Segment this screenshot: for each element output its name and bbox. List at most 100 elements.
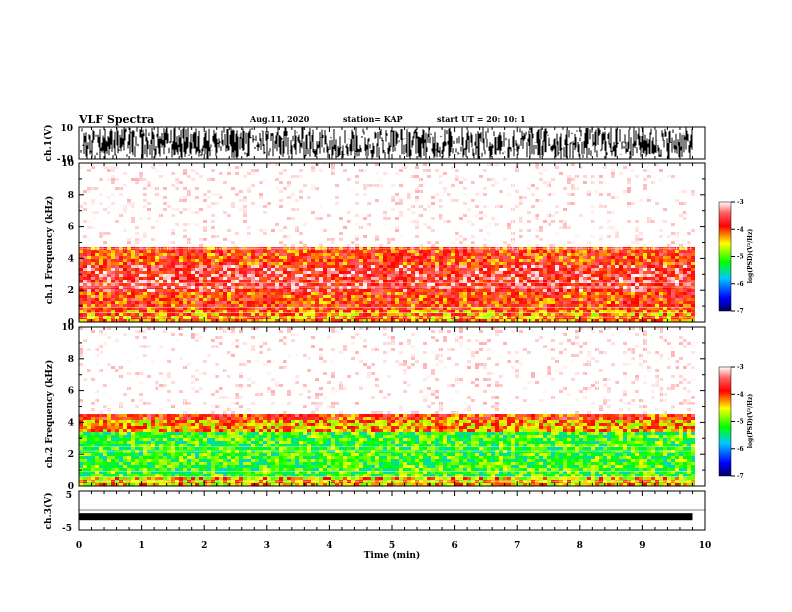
spectrogram-cell — [647, 202, 651, 205]
spectrogram-cell — [475, 175, 479, 178]
spectrogram-cell — [487, 172, 491, 175]
spectrogram-cell — [539, 247, 543, 250]
spectrogram-cell — [487, 166, 491, 169]
spectrogram-cell — [379, 229, 383, 232]
spectrogram-cell — [463, 193, 467, 196]
spectrogram-cell — [347, 241, 351, 244]
spectrogram-cell — [211, 226, 215, 229]
spectrogram-cell — [443, 253, 447, 256]
spectrogram-cell — [99, 223, 103, 226]
spectrogram-cell — [183, 208, 187, 211]
spectrogram-cell — [191, 259, 195, 262]
spectrogram-cell — [531, 238, 535, 241]
spectrogram-cell — [327, 202, 331, 205]
spectrogram-cell — [643, 232, 647, 235]
spectrogram-cell — [259, 184, 263, 187]
spectrogram-cell — [479, 247, 483, 250]
spectrogram-cell — [391, 211, 395, 214]
spectrogram-cell — [431, 250, 435, 253]
spectrogram-cell — [111, 208, 115, 211]
spectrogram-cell — [127, 235, 131, 238]
spectrogram-cell — [491, 175, 495, 178]
spectrogram-cell — [235, 199, 239, 202]
spectrogram-cell — [579, 211, 583, 214]
spectrogram-cell — [243, 208, 247, 211]
spectrogram-cell — [583, 253, 587, 256]
spectrogram-cell — [347, 175, 351, 178]
spectrogram-cell — [131, 208, 135, 211]
spectrogram-cell — [415, 238, 419, 241]
spectrogram-cell — [295, 247, 299, 250]
spectrogram-cell — [127, 178, 131, 181]
spectrogram-cell — [119, 181, 123, 184]
spectrogram-cell — [623, 235, 627, 238]
spectrogram-cell — [523, 211, 527, 214]
spectrogram-cell — [231, 253, 235, 256]
spectrogram-cell — [379, 172, 383, 175]
spectrogram-cell — [383, 214, 387, 217]
spectrogram-cell — [387, 232, 391, 235]
spectrogram-cell — [523, 181, 527, 184]
spectrogram-cell — [135, 172, 139, 175]
spectrogram-cell — [303, 181, 307, 184]
spectrogram-cell — [235, 214, 239, 217]
spectrogram-cell — [299, 187, 303, 190]
spectrogram-cell — [443, 256, 447, 259]
spectrogram-cell — [99, 253, 103, 256]
spectrogram-cell — [239, 205, 243, 208]
spectrogram-cell — [543, 232, 547, 235]
spectrogram-cell — [335, 166, 339, 169]
spectrogram-cell — [531, 250, 535, 253]
spectrogram-cell — [607, 247, 611, 250]
spectrogram-cell — [299, 247, 303, 250]
spectrogram-cell — [179, 193, 183, 196]
spectrogram-cell — [343, 232, 347, 235]
spectrogram-cell — [203, 211, 207, 214]
spectrogram-cell — [539, 166, 543, 169]
spectrogram-cell — [271, 184, 275, 187]
spectrogram-cell — [387, 238, 391, 241]
spectrogram-cell — [255, 190, 259, 193]
spectrogram-cell — [239, 259, 243, 262]
spectrogram-cell — [487, 229, 491, 232]
spectrogram-cell — [327, 169, 331, 172]
spectrogram-cell — [131, 253, 135, 256]
spectrogram-cell — [347, 223, 351, 226]
spectrogram-cell — [247, 205, 251, 208]
spectrogram-cell — [355, 232, 359, 235]
spectrogram-cell — [643, 238, 647, 241]
spectrogram-cell — [335, 241, 339, 244]
spectrogram-cell — [195, 196, 199, 199]
spectrogram-cell — [119, 193, 123, 196]
spectrogram-cell — [635, 229, 639, 232]
spectrogram-cell — [283, 247, 287, 250]
spectrogram-cell — [607, 199, 611, 202]
spectrogram-cell — [147, 178, 151, 181]
spectrogram-cell — [395, 184, 399, 187]
spectrogram-cell — [83, 217, 87, 220]
spectrogram-cell — [647, 178, 651, 181]
spectrogram-cell — [383, 253, 387, 256]
spectrogram-cell — [207, 232, 211, 235]
spectrogram-cell — [183, 217, 187, 220]
spectrogram-cell — [431, 223, 435, 226]
spectrogram-cell — [399, 205, 403, 208]
spectrogram-cell — [575, 181, 579, 184]
spectrogram-cell — [163, 205, 167, 208]
spectrogram-cell — [199, 169, 203, 172]
spectrogram-cell — [631, 229, 635, 232]
spectrogram-cell — [631, 250, 635, 253]
spectrogram-cell — [475, 205, 479, 208]
spectrogram-cell — [147, 220, 151, 223]
spectrogram-cell — [159, 256, 163, 259]
spectrogram-cell — [127, 223, 131, 226]
spectrogram-cell — [451, 202, 455, 205]
spectrogram-cell — [111, 169, 115, 172]
spectrogram-cell — [159, 205, 163, 208]
spectrogram-cell — [559, 175, 563, 178]
spectrogram-cell — [279, 223, 283, 226]
spectrogram-cell — [83, 172, 87, 175]
spectrogram-cell — [487, 220, 491, 223]
spectrogram-cell — [415, 187, 419, 190]
spectrogram-cell — [635, 214, 639, 217]
